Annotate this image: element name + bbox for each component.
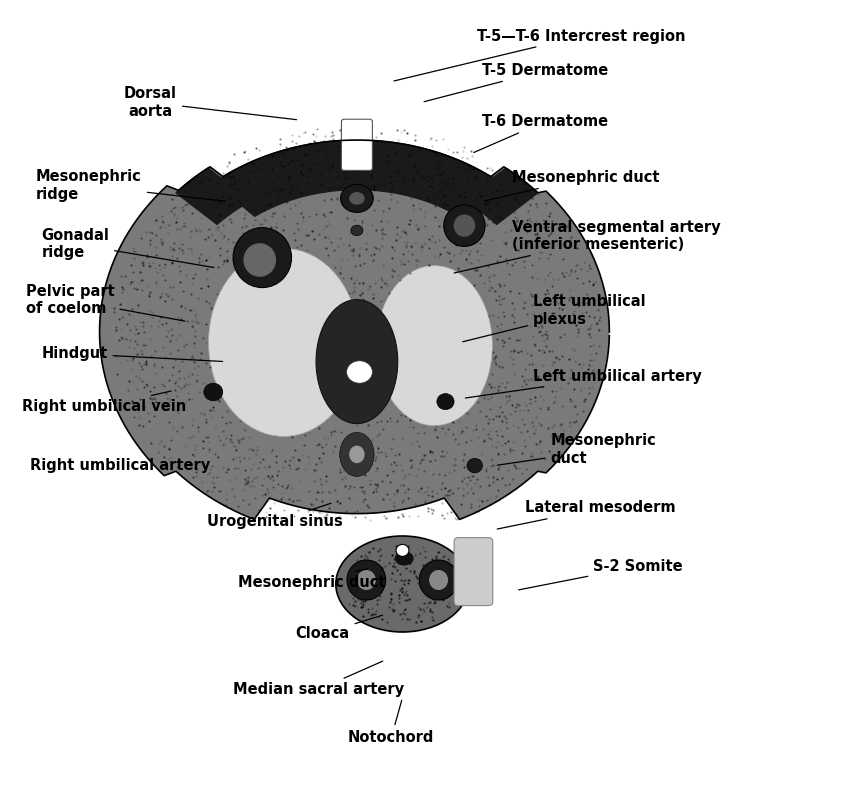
- Ellipse shape: [347, 361, 372, 383]
- Text: Dorsal
aorta: Dorsal aorta: [124, 86, 297, 120]
- Text: Urogenital sinus: Urogenital sinus: [207, 503, 343, 529]
- Ellipse shape: [467, 458, 482, 473]
- Text: T-6 Dermatome: T-6 Dermatome: [474, 114, 608, 153]
- Ellipse shape: [357, 570, 376, 590]
- Text: Gonadal
ridge: Gonadal ridge: [41, 228, 214, 267]
- FancyBboxPatch shape: [454, 538, 493, 606]
- Ellipse shape: [395, 551, 414, 566]
- Ellipse shape: [396, 544, 409, 557]
- Text: Mesonephric
duct: Mesonephric duct: [497, 434, 656, 466]
- Ellipse shape: [420, 560, 458, 600]
- Text: Ventral segmental artery
(inferior mesenteric): Ventral segmental artery (inferior mesen…: [454, 220, 721, 273]
- Ellipse shape: [243, 243, 276, 277]
- Ellipse shape: [429, 570, 448, 590]
- Text: Right umbilical artery: Right umbilical artery: [30, 455, 211, 473]
- Text: Left umbilical
plexus: Left umbilical plexus: [463, 294, 646, 342]
- Ellipse shape: [336, 536, 470, 632]
- Ellipse shape: [444, 205, 485, 246]
- Ellipse shape: [349, 192, 365, 205]
- Polygon shape: [100, 140, 610, 519]
- Ellipse shape: [351, 225, 363, 235]
- Ellipse shape: [349, 446, 365, 463]
- Text: Mesonephric duct: Mesonephric duct: [484, 170, 660, 201]
- Text: T-5 Dermatome: T-5 Dermatome: [424, 63, 608, 102]
- Text: Mesonephric
ridge: Mesonephric ridge: [36, 170, 225, 202]
- Text: Lateral mesoderm: Lateral mesoderm: [497, 501, 675, 529]
- Ellipse shape: [316, 299, 397, 424]
- Ellipse shape: [347, 560, 385, 600]
- Ellipse shape: [437, 394, 454, 410]
- Text: S-2 Somite: S-2 Somite: [519, 559, 683, 590]
- Text: Hindgut: Hindgut: [41, 346, 223, 362]
- Text: Mesonephric duct: Mesonephric duct: [237, 569, 385, 590]
- Text: T-5—T-6 Intercrest region: T-5—T-6 Intercrest region: [394, 29, 685, 81]
- Ellipse shape: [454, 214, 476, 237]
- Text: Notochord: Notochord: [348, 700, 434, 745]
- Ellipse shape: [208, 249, 359, 437]
- Text: Left umbilical artery: Left umbilical artery: [465, 369, 702, 398]
- Ellipse shape: [377, 266, 492, 426]
- Text: Cloaca: Cloaca: [296, 615, 383, 641]
- Ellipse shape: [233, 227, 292, 287]
- Ellipse shape: [340, 432, 374, 476]
- Text: Pelvic part
of coelom: Pelvic part of coelom: [26, 284, 185, 321]
- Text: Median sacral artery: Median sacral artery: [233, 661, 403, 697]
- Ellipse shape: [341, 184, 373, 213]
- FancyBboxPatch shape: [341, 119, 372, 170]
- Polygon shape: [176, 140, 538, 224]
- Ellipse shape: [204, 383, 223, 401]
- Text: Right umbilical vein: Right umbilical vein: [22, 391, 186, 414]
